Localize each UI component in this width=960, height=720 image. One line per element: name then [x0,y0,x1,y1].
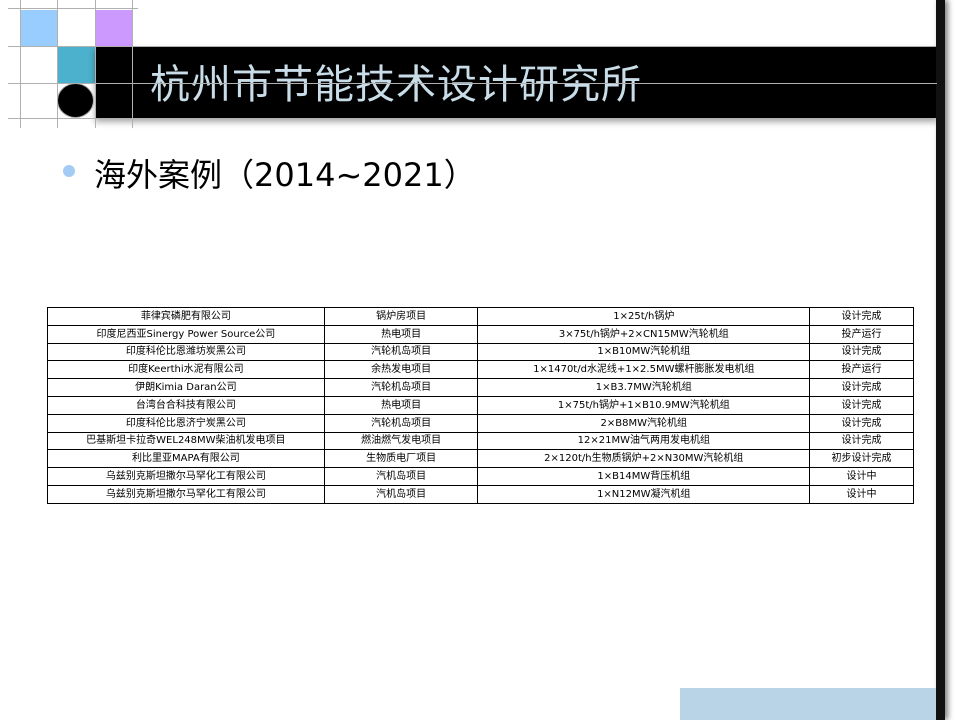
cell-company: 印度科伦比恩济宁炭黑公司 [47,413,325,433]
cell-project-type: 汽机岛项目 [323,484,479,504]
cell-project-type: 汽轮机岛项目 [323,342,479,362]
cell-status: 投产运行 [809,324,914,344]
grid-line [8,46,937,47]
footer-block [680,688,936,720]
table-row: 印度Keerthi水泥有限公司 余热发电项目 1×1470t/d水泥线+1×2.5M… [47,360,914,380]
cell-company: 乌兹别克斯坦撒尔马罕化工有限公司 [47,467,325,486]
table-row: 利比里亚MAPA有限公司 生物质电厂项目 2×120t/h生物质锅炉+2×N30MW… [47,449,914,469]
cell-project-type: 余热发电项目 [323,360,479,380]
table-row: 乌兹别克斯坦撒尔马罕化工有限公司 汽机岛项目 1×N12MW凝汽机组 设计中 [47,484,914,504]
table-row: 菲律宾磷肥有限公司 锅炉房项目 1×25t/h锅炉 设计完成 [47,307,914,326]
cell-status: 设计中 [809,484,914,504]
cell-scope: 1×N12MW凝汽机组 [477,484,811,504]
cell-company: 印度尼西亚Sinergy Power Source公司 [47,324,325,344]
cell-project-type: 汽轮机岛项目 [323,378,479,397]
cell-scope: 1×75t/h锅炉+1×B10.9MW汽轮机组 [477,395,811,415]
cell-company: 乌兹别克斯坦撒尔马罕化工有限公司 [47,484,325,504]
table-row: 伊朗Kimia Daran公司 汽轮机岛项目 1×B3.7MW汽轮机组 设计完成 [47,378,914,397]
cell-company: 菲律宾磷肥有限公司 [47,307,325,326]
cell-scope: 1×1470t/d水泥线+1×2.5MW螺杆膨胀发电机组 [477,360,811,380]
slide-title: 杭州市节能技术设计研究所 [150,62,642,108]
cell-project-type: 汽轮机岛项目 [323,413,479,433]
decor-square-teal [57,46,95,83]
table-row: 印度科伦比恩潍坊炭黑公司 汽轮机岛项目 1×B10MW汽轮机组 设计完成 [47,342,914,362]
decor-circle [57,83,94,118]
cell-project-type: 汽机岛项目 [323,467,479,486]
cell-scope: 1×B10MW汽轮机组 [477,342,811,362]
bullet-text: 海外案例（2014~2021） [94,156,476,194]
title-bar [95,46,937,118]
cell-status: 设计完成 [809,307,914,326]
grid-line [95,0,96,128]
cell-scope: 1×B14MW背压机组 [477,467,811,486]
table-row: 巴基斯坦卡拉奇WEL248MW柴油机发电项目 燃油燃气发电项目 12×21MW油气两… [47,431,914,451]
cell-status: 初步设计完成 [809,449,914,469]
decor-square-light-blue [20,10,57,46]
cell-scope: 1×B3.7MW汽轮机组 [477,378,811,397]
grid-line [8,83,937,84]
grid-line [132,0,133,128]
cell-status: 设计完成 [809,413,914,433]
cell-company: 巴基斯坦卡拉奇WEL248MW柴油机发电项目 [47,431,325,451]
cell-company: 台湾台合科技有限公司 [47,395,325,415]
cell-company: 利比里亚MAPA有限公司 [47,449,325,469]
cell-company: 印度Keerthi水泥有限公司 [47,360,325,380]
cases-table: 菲律宾磷肥有限公司 锅炉房项目 1×25t/h锅炉 设计完成 印度尼西亚Sinergy … [47,307,914,504]
decor-square-purple [95,10,132,46]
grid-line [57,0,58,128]
cell-project-type: 燃油燃气发电项目 [323,431,479,451]
cell-company: 印度科伦比恩潍坊炭黑公司 [47,342,325,362]
table-row: 印度科伦比恩济宁炭黑公司 汽轮机岛项目 2×B8MW汽轮机组 设计完成 [47,413,914,433]
cell-project-type: 热电项目 [323,324,479,344]
cell-scope: 2×B8MW汽轮机组 [477,413,811,433]
table-row: 乌兹别克斯坦撒尔马罕化工有限公司 汽机岛项目 1×B14MW背压机组 设计中 [47,467,914,486]
table-row: 台湾台合科技有限公司 热电项目 1×75t/h锅炉+1×B10.9MW汽轮机组 设计完… [47,395,914,415]
grid-line [8,118,138,119]
cell-project-type: 热电项目 [323,395,479,415]
cell-project-type: 锅炉房项目 [323,307,479,326]
grid-line [8,8,138,9]
cell-status: 设计完成 [809,342,914,362]
cell-status: 设计完成 [809,431,914,451]
grid-line [20,0,21,128]
cell-status: 设计完成 [809,395,914,415]
cell-scope: 12×21MW油气两用发电机组 [477,431,811,451]
table-row: 印度尼西亚Sinergy Power Source公司 热电项目 3×75t/h锅炉… [47,324,914,344]
cell-status: 投产运行 [809,360,914,380]
cell-scope: 3×75t/h锅炉+2×CN15MW汽轮机组 [477,324,811,344]
cell-scope: 1×25t/h锅炉 [477,307,811,326]
cell-scope: 2×120t/h生物质锅炉+2×N30MW汽轮机组 [477,449,811,469]
cell-company: 伊朗Kimia Daran公司 [47,378,325,397]
right-edge-bar [936,0,945,720]
cell-project-type: 生物质电厂项目 [323,449,479,469]
cell-status: 设计完成 [809,378,914,397]
bullet-icon [63,165,75,177]
cell-status: 设计中 [809,467,914,486]
